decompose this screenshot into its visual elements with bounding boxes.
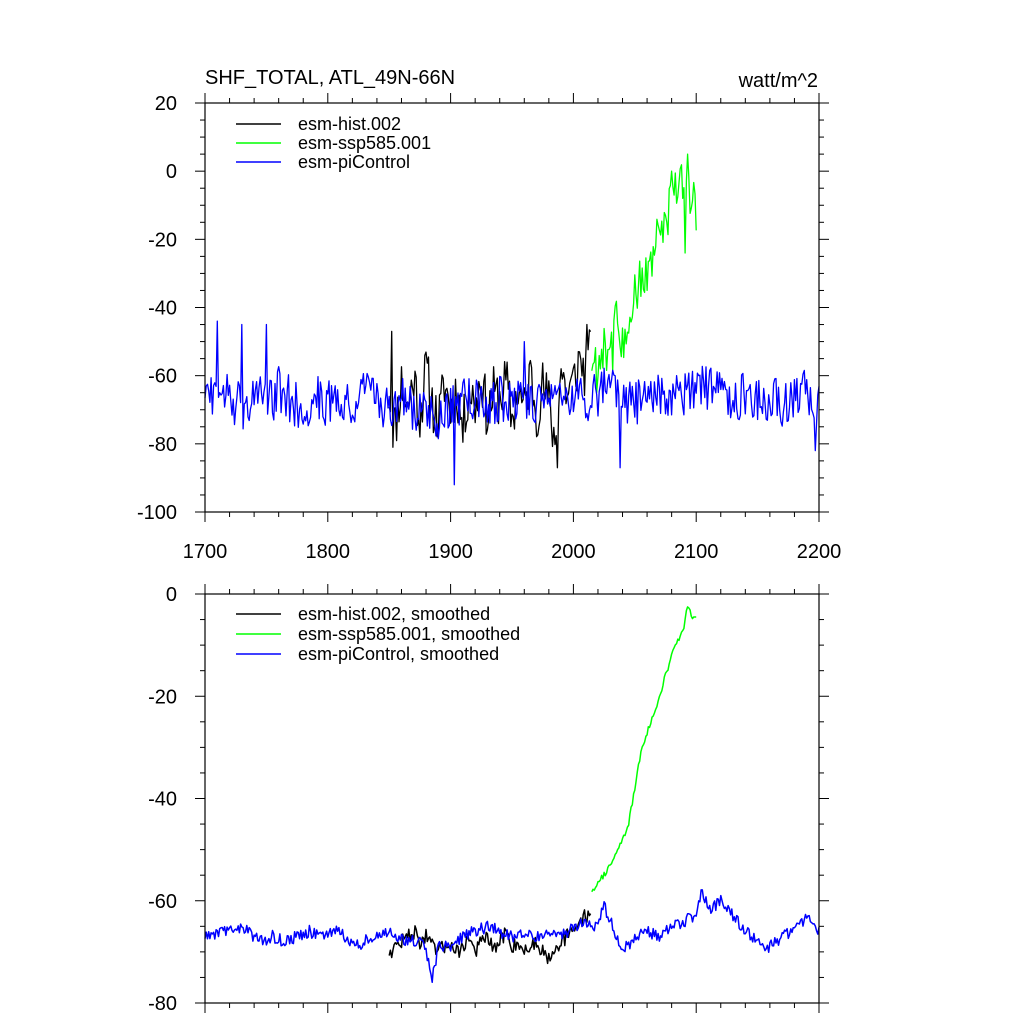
legend-label: esm-piControl, smoothed [298, 644, 499, 664]
y-tick-label: -60 [148, 366, 177, 388]
x-tick-label: 1800 [306, 541, 351, 563]
series-line-top-0 [388, 323, 592, 469]
top-plot-area: 1700 1800 1900 2000 2100 2200 20 0 -20 -40 -60 -80 -… [137, 93, 841, 563]
y-tick-label: -60 [148, 891, 177, 913]
legend-label: esm-ssp585.001, smoothed [298, 624, 520, 644]
x-tick-label: 1700 [183, 541, 228, 563]
y-tick-label: -40 [148, 789, 177, 811]
y-tick-label: -40 [148, 298, 177, 320]
bottom-panel: 0 -20 -40 -60 -80 esm-hist.002, smoothedesm-s… [148, 584, 829, 1015]
legend-label: esm-hist.002 [298, 114, 401, 134]
x-tick-label: 1900 [428, 541, 473, 563]
y-tick-label: -20 [148, 686, 177, 708]
top-chart-units: watt/m^2 [738, 70, 818, 92]
y-tick-label: -20 [148, 229, 177, 251]
legend-label: esm-piControl [298, 152, 410, 172]
bottom-plot-area: 0 -20 -40 -60 -80 esm-hist.002, smoothedesm-s… [148, 584, 829, 1015]
legend-label: esm-hist.002, smoothed [298, 604, 490, 624]
y-tick-label: 0 [166, 584, 177, 606]
series-line-top-2 [204, 320, 820, 486]
y-tick-label: -100 [137, 502, 177, 524]
series-line-bottom-2 [204, 889, 820, 984]
legend-label: esm-ssp585.001 [298, 133, 431, 153]
y-tick-label: -80 [148, 434, 177, 456]
y-tick-label: 20 [155, 93, 177, 115]
top-panel: SHF_TOTAL, ATL_49N-66N watt/m^2 1700 1800… [137, 67, 841, 563]
series-line-top-1 [591, 153, 697, 394]
x-tick-label: 2200 [797, 541, 842, 563]
y-tick-label: -80 [148, 993, 177, 1015]
series-line-bottom-1 [591, 606, 697, 893]
series-line-bottom-0 [388, 909, 592, 965]
y-tick-label: 0 [166, 161, 177, 183]
x-tick-label: 2000 [551, 541, 596, 563]
x-tick-label: 2100 [674, 541, 719, 563]
top-chart-title: SHF_TOTAL, ATL_49N-66N [205, 67, 455, 89]
